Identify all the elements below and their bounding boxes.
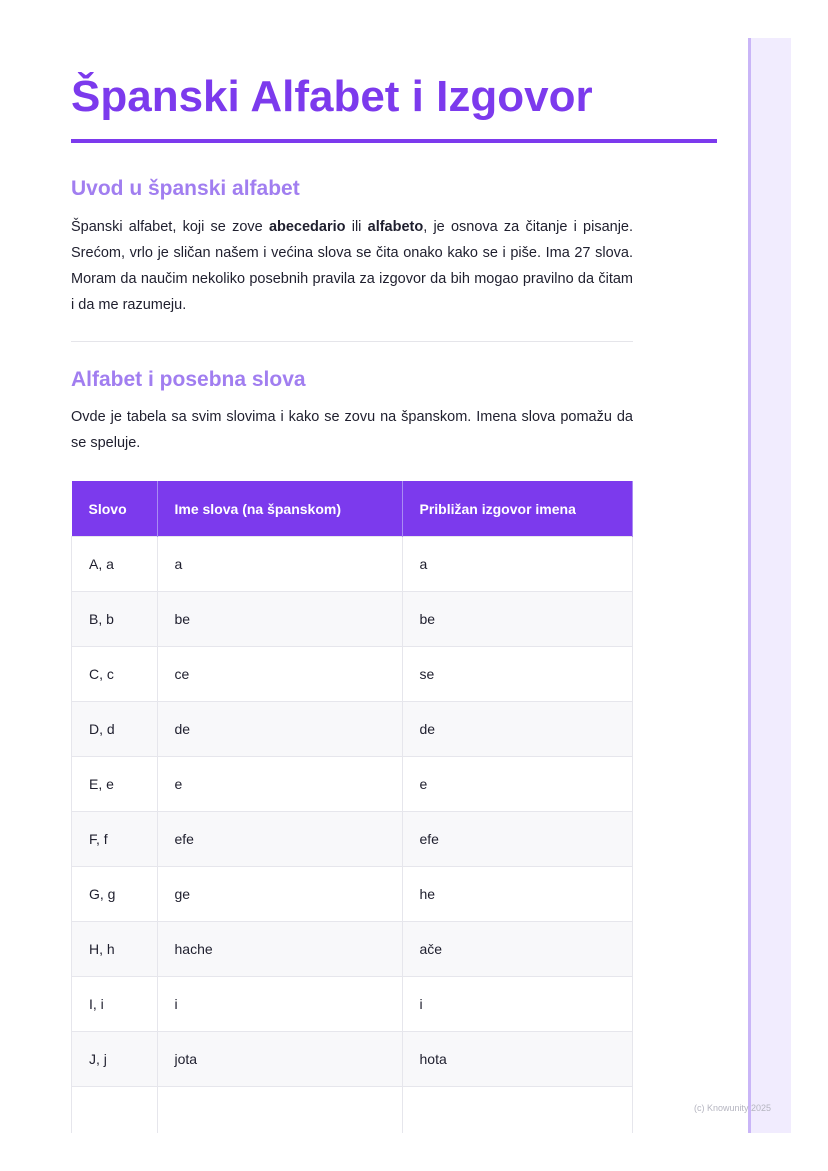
table-cell — [401, 1086, 633, 1133]
table-cell: e — [401, 756, 633, 812]
table-row: C, c ce se — [71, 646, 633, 702]
table-cell: C, c — [71, 646, 158, 702]
table-cell: G, g — [71, 866, 158, 922]
table-intro: Ovde je tabela sa svim slovima i kako se… — [71, 409, 633, 451]
table-row: H, h hache ače — [71, 921, 633, 977]
table-row: D, d de de — [71, 701, 633, 757]
bold-term: alfabeto — [367, 219, 424, 235]
table-cell: F, f — [71, 811, 158, 867]
table-cell: a — [401, 536, 633, 592]
copyright: (c) Knowunity 2025 — [694, 1103, 772, 1113]
table-cell: be — [156, 591, 403, 647]
table-cell: be — [401, 591, 633, 647]
section-heading: Alfabet i posebna slova — [71, 368, 306, 391]
table-row: J, j jota hota — [71, 1031, 633, 1087]
table-cell: i — [401, 976, 633, 1032]
table-row: F, f efe efe — [71, 811, 633, 867]
column-header: Približan izgovor imena — [402, 481, 633, 537]
table-cell: hota — [401, 1031, 633, 1087]
table-cell: i — [156, 976, 403, 1032]
divider — [71, 341, 633, 342]
bold-term: abecedario — [268, 219, 346, 235]
table-cell: efe — [156, 811, 403, 867]
table-cell: se — [401, 646, 633, 702]
table-cell: J, j — [71, 1031, 158, 1087]
table-cell: de — [156, 701, 403, 757]
table-cell: e — [156, 756, 403, 812]
text: , je osnova za čitanje i pisanje. Srećom… — [71, 219, 634, 313]
table-row: B, b be be — [71, 591, 633, 647]
text: Španski alfabet, koji se zove — [71, 219, 269, 235]
table-cell: ge — [156, 866, 403, 922]
table-cell: de — [401, 701, 633, 757]
title-rule — [71, 139, 717, 143]
alphabet-table: Slovo Ime slova (na španskom) Približan … — [71, 481, 633, 1133]
table-cell: I, i — [71, 976, 158, 1032]
table-cell: he — [401, 866, 633, 922]
table-cell: B, b — [71, 591, 158, 647]
table-cell: D, d — [71, 701, 158, 757]
table-cell — [156, 1086, 403, 1133]
table-cell: E, e — [71, 756, 158, 812]
section-heading: Uvod u španski alfabet — [71, 177, 300, 200]
table-cell: a — [156, 536, 403, 592]
sidebar-panel — [748, 38, 791, 1133]
table-row — [71, 1086, 633, 1133]
table-cell: efe — [401, 811, 633, 867]
table-row: G, g ge he — [71, 866, 633, 922]
document: Španski Alfabet i Izgovor Uvod u španski… — [71, 70, 717, 1133]
text: ili — [345, 219, 368, 235]
table-cell: jota — [156, 1031, 403, 1087]
column-header: Slovo — [71, 481, 158, 537]
page-title: Španski Alfabet i Izgovor — [71, 72, 593, 121]
column-header: Ime slova (na španskom) — [157, 481, 403, 537]
table-cell: ače — [401, 921, 633, 977]
table-cell: A, a — [71, 536, 158, 592]
table-cell — [71, 1086, 158, 1133]
table-cell: ce — [156, 646, 403, 702]
intro-paragraph: Španski alfabet, koji se zove abecedario… — [71, 214, 633, 318]
table-cell: H, h — [71, 921, 158, 977]
table-cell: hache — [156, 921, 403, 977]
